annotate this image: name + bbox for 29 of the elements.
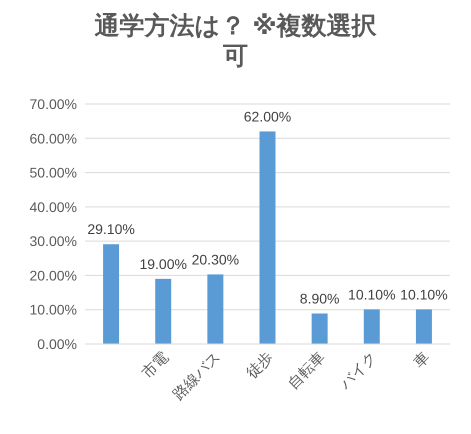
data-label: 10.10% xyxy=(348,286,396,302)
data-label: 29.10% xyxy=(87,221,135,238)
bar xyxy=(103,244,120,344)
data-label: 20.30% xyxy=(192,251,240,268)
y-tick-label: 70.00% xyxy=(30,96,77,112)
x-tick-label: 徒歩 xyxy=(243,348,276,382)
bar xyxy=(207,274,224,344)
x-tick-label: バイク xyxy=(336,348,381,394)
bar xyxy=(260,131,276,344)
chart-title: 通学方法は？ ※複数選択可 xyxy=(94,12,378,70)
y-tick-label: 50.00% xyxy=(30,164,77,181)
data-label: 19.00% xyxy=(139,256,187,272)
bar xyxy=(312,313,328,344)
y-tick-label: 0.00% xyxy=(37,336,77,352)
y-tick-label: 30.00% xyxy=(30,233,77,250)
bar xyxy=(416,309,432,344)
y-tick-label: 10.00% xyxy=(30,302,77,318)
bar xyxy=(364,309,380,344)
data-label: 62.00% xyxy=(244,108,292,124)
x-tick-label: 自転車 xyxy=(284,348,328,393)
x-tick-label: 路線バス xyxy=(170,348,224,404)
data-label: 10.10% xyxy=(400,286,448,302)
x-tick-label: 車 xyxy=(410,348,433,372)
x-tick-label: 市電 xyxy=(138,348,172,382)
bar xyxy=(155,278,172,344)
y-tick-label: 60.00% xyxy=(30,130,77,146)
y-tick-label: 40.00% xyxy=(30,198,77,215)
y-tick-label: 20.00% xyxy=(30,267,77,284)
data-label: 8.90% xyxy=(300,290,340,306)
